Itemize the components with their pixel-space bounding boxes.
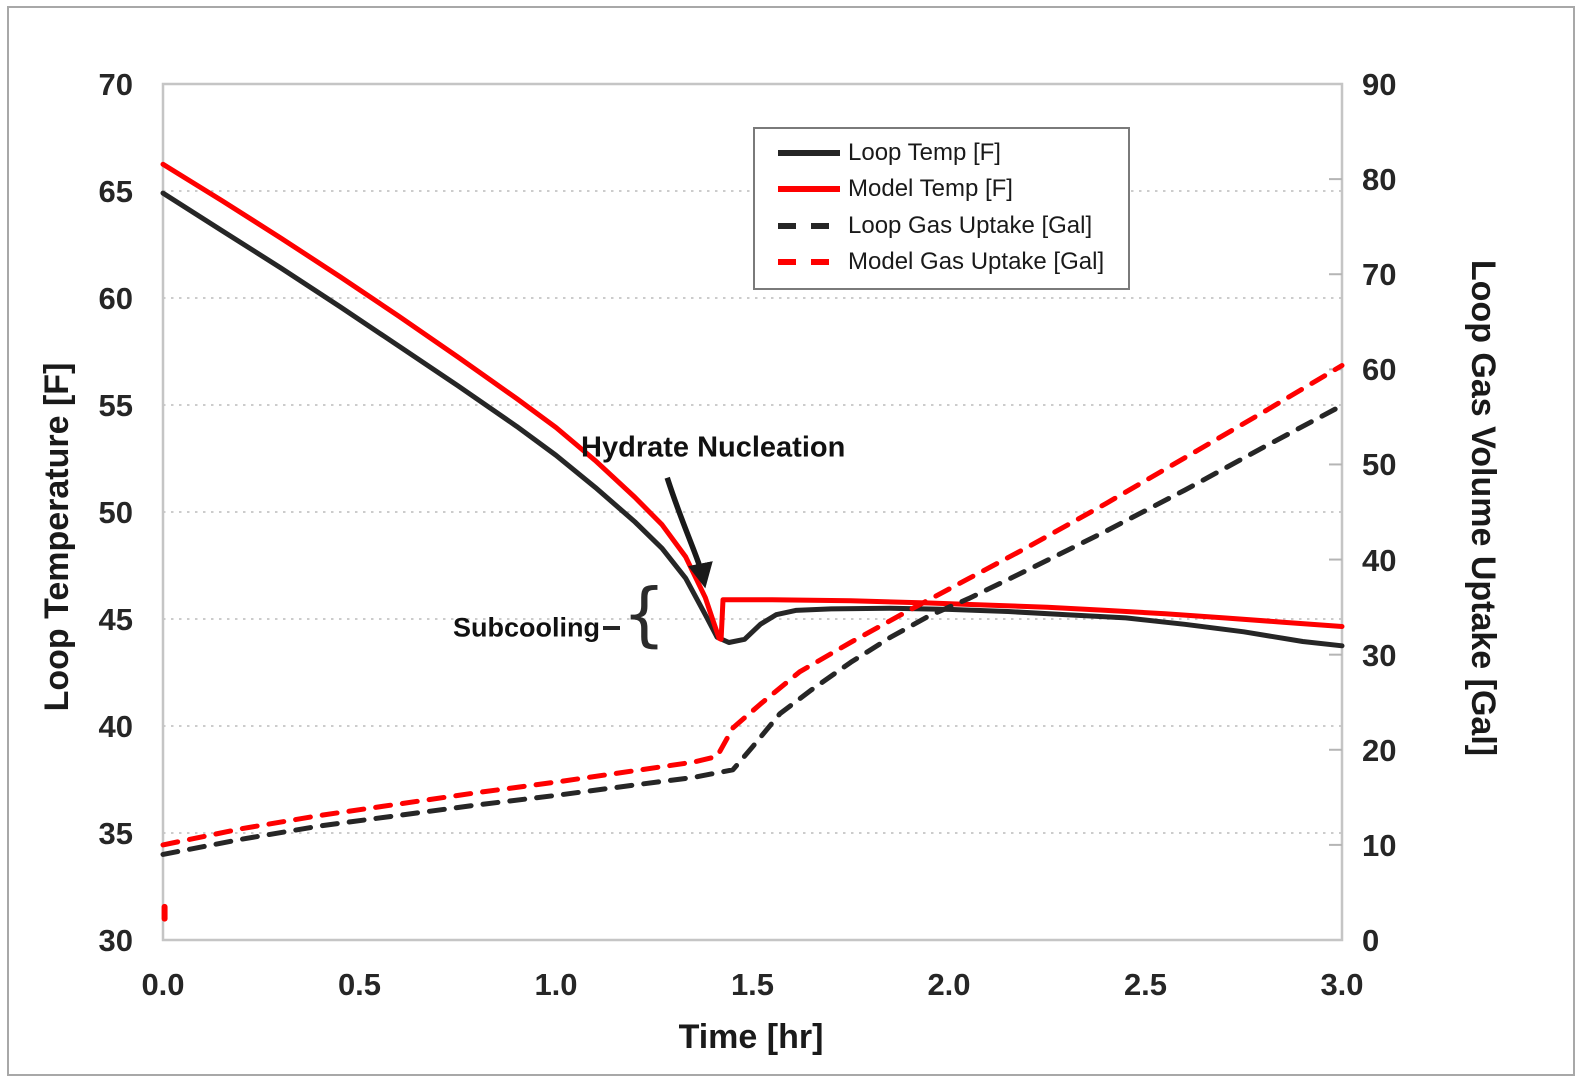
- series-line-loop-temp-f-: [160, 190, 1345, 649]
- right-axis-tick-label: 60: [1362, 352, 1397, 388]
- subcooling-tick-line: [603, 625, 621, 630]
- left-axis-tick-label: 65: [98, 174, 133, 209]
- legend-item-model-temp: Model Temp [F]: [755, 175, 1128, 203]
- legend-line-sample-solid-black: [778, 150, 840, 156]
- legend-label: Loop Temp [F]: [848, 139, 1001, 166]
- x-axis-tick-label: 0.5: [337, 967, 382, 1002]
- left-axis-tick-label: 45: [98, 602, 133, 637]
- legend-item-loop-temp: Loop Temp [F]: [755, 139, 1128, 167]
- x-axis-title: Time [hr]: [678, 1018, 824, 1056]
- legend-line-sample-dashed-black: [778, 222, 843, 229]
- x-axis-tick-label: 2.5: [1123, 967, 1168, 1002]
- legend-line-sample-solid-red: [778, 186, 840, 193]
- legend-box: Loop Temp [F] Model Temp [F] Loop Gas Up…: [753, 127, 1130, 290]
- plot-border: [161, 82, 1344, 942]
- legend-label: Model Temp [F]: [848, 175, 1013, 203]
- x-axis-tick-label: 1.0: [534, 967, 578, 1002]
- left-axis-tick-label: 60: [98, 281, 133, 316]
- x-axis-tick-label: 0.0: [141, 967, 185, 1002]
- right-axis-tick-label: 50: [1362, 447, 1397, 483]
- left-axis-title: Loop Temperature [F]: [38, 362, 76, 712]
- left-axis-tick-label: 40: [98, 709, 133, 744]
- right-axis-tick-label: 40: [1362, 542, 1397, 578]
- legend-item-loop-gas: Loop Gas Uptake [Gal]: [755, 212, 1128, 240]
- right-axis-tick-label: 90: [1362, 67, 1397, 102]
- right-axis-tick-label: 10: [1362, 827, 1397, 863]
- hydrate-arrow: [664, 476, 713, 589]
- series-line-model-gas-uptake-gal-: [160, 363, 1345, 848]
- hydrate-nucleation-annotation: Hydrate Nucleation: [581, 431, 846, 464]
- right-axis-title: Loop Gas Volume Uptake [Gal]: [1464, 259, 1502, 757]
- right-axis-tick-label: 0: [1362, 923, 1380, 958]
- left-axis-tick-label: 55: [98, 388, 133, 423]
- legend-line-sample-dashed-red: [778, 258, 843, 265]
- left-axis-tick-label: 35: [98, 816, 133, 851]
- left-axis-tick-label: 70: [98, 67, 133, 102]
- series-line-model-temp-f-: [160, 161, 1345, 642]
- subcooling-annotation: Subcooling: [453, 612, 601, 643]
- legend-label: Model Gas Uptake [Gal]: [848, 247, 1105, 275]
- annotation-arrow-layer: [161, 476, 713, 922]
- legend-label: Loop Gas Uptake [Gal]: [848, 211, 1093, 239]
- subcooling-brace: {: [622, 574, 667, 655]
- x-axis-tick-label: 2.0: [927, 967, 971, 1002]
- plot-frame: [161, 82, 1344, 942]
- legend-item-model-gas: Model Gas Uptake [Gal]: [755, 248, 1128, 276]
- right-axis-tick-label: 80: [1362, 162, 1397, 198]
- data-series-lines: [160, 161, 1345, 857]
- x-axis-tick-label: 1.5: [730, 967, 775, 1002]
- series-line-loop-gas-uptake-gal-: [160, 403, 1345, 857]
- x-axis-tick-label: 3.0: [1320, 967, 1364, 1002]
- left-axis-tick-label: 50: [98, 495, 133, 530]
- right-axis-tick-label: 70: [1362, 257, 1397, 293]
- left-axis-tick-label: 30: [98, 923, 133, 958]
- right-axis-tick-label: 30: [1362, 637, 1397, 673]
- right-axis-tick-label: 20: [1362, 732, 1397, 768]
